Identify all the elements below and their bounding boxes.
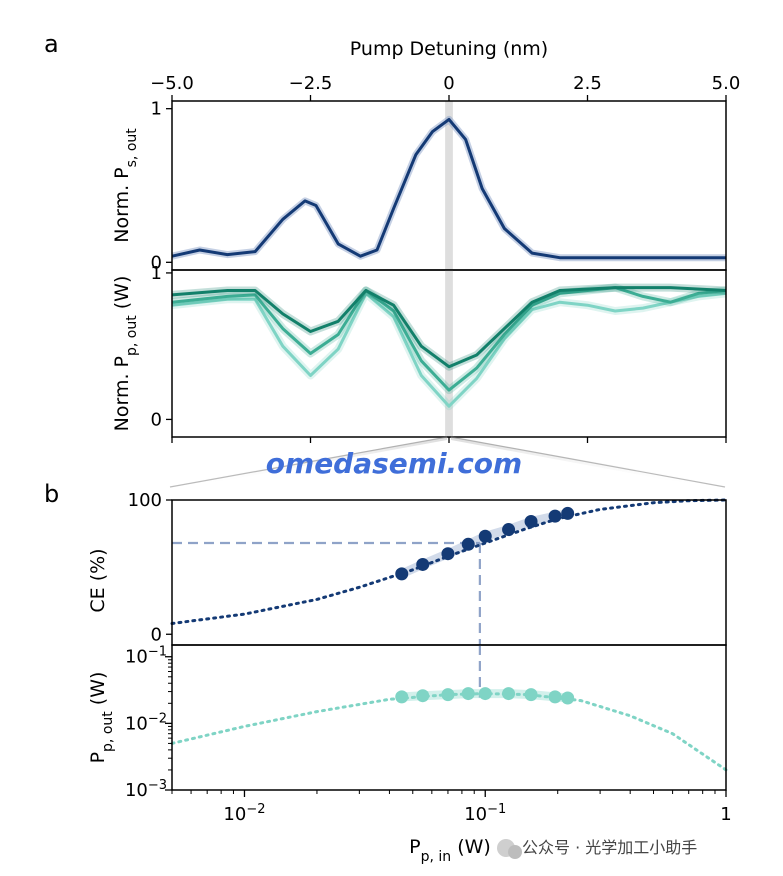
x-tick-label: 0 <box>443 73 454 94</box>
data-point <box>461 537 475 551</box>
y-tick-label: 10−3 <box>125 778 167 802</box>
y-axis-title: Norm. Ps, out <box>111 128 140 243</box>
x-tick-label: 1 <box>720 804 731 825</box>
data-point <box>524 688 538 702</box>
panel-a-label: a <box>44 30 59 58</box>
pump-line-1 <box>171 286 727 369</box>
data-point <box>561 691 575 705</box>
data-point <box>502 523 516 537</box>
x-tick-label: 10−2 <box>223 802 265 826</box>
y-axis-title: Norm. Pp, out (W) <box>111 276 140 432</box>
credit-overlay: 公众号 · 光学加工小助手 <box>497 838 697 859</box>
plot-frame <box>171 644 727 791</box>
credit-text: 公众号 · 光学加工小助手 <box>522 838 697 857</box>
x-tick-label: 10−1 <box>464 802 506 826</box>
y-axis-title: Pp, out (W) <box>87 672 116 764</box>
panel-a-bottom-plot: 0 1 Norm. Pp, out (W) <box>111 263 727 443</box>
center-marker <box>445 101 453 270</box>
panel-b-bottom-plot: 10−2 10−1 1 10−3 10−2 10−1 Pp, out (W) Pp, in (… <box>87 644 732 865</box>
x-tick-label: 2.5 <box>573 73 602 94</box>
panel-a-top-plot: −5.0 −2.5 0 2.5 5.0 0 1 Pump Detuning (nm) Norm.… <box>111 38 740 273</box>
y-tick-label: 10−2 <box>125 711 167 735</box>
data-point <box>561 506 575 520</box>
center-marker <box>445 270 453 437</box>
data-point <box>441 547 455 561</box>
data-point <box>478 687 492 701</box>
x-tick-label: −5.0 <box>150 73 194 94</box>
chat-bubble-small-icon <box>508 845 522 859</box>
pump-line-2 <box>171 286 727 392</box>
data-point <box>478 529 492 543</box>
y-tick-label: 1 <box>151 263 162 284</box>
y-tick-label: 0 <box>151 409 162 430</box>
data-point <box>416 689 430 703</box>
y-tick-label: 1 <box>151 99 162 120</box>
x-axis-title: Pp, in (W) <box>409 836 491 865</box>
x-axis-title: Pump Detuning (nm) <box>350 38 548 60</box>
fit-curve <box>170 498 728 625</box>
data-point <box>416 557 430 571</box>
plot-frame <box>171 499 727 646</box>
data-point <box>524 514 538 528</box>
y-tick-label: 0 <box>151 624 162 645</box>
y-axis-title: CE (%) <box>87 548 109 612</box>
y-tick-label: 100 <box>128 490 162 511</box>
panel-b-label: b <box>44 480 59 508</box>
data-point <box>548 690 562 704</box>
data-point <box>461 687 475 701</box>
panel-b-top-plot: 0 100 CE (%) <box>87 490 728 646</box>
data-point <box>502 687 516 701</box>
x-tick-label: −2.5 <box>289 73 333 94</box>
x-tick-label: 5.0 <box>712 73 741 94</box>
data-point <box>441 688 455 702</box>
y-tick-label: 0 <box>151 252 162 273</box>
data-point <box>548 509 562 523</box>
y-tick-label: 10−1 <box>125 644 167 668</box>
watermark-text: omedasemi.com <box>266 447 522 480</box>
data-point <box>395 690 409 704</box>
pump-line-3 <box>171 291 727 408</box>
zoom-wedge <box>169 436 726 488</box>
data-point <box>395 567 409 581</box>
signal-line <box>171 117 726 260</box>
fit-curve <box>170 692 728 772</box>
